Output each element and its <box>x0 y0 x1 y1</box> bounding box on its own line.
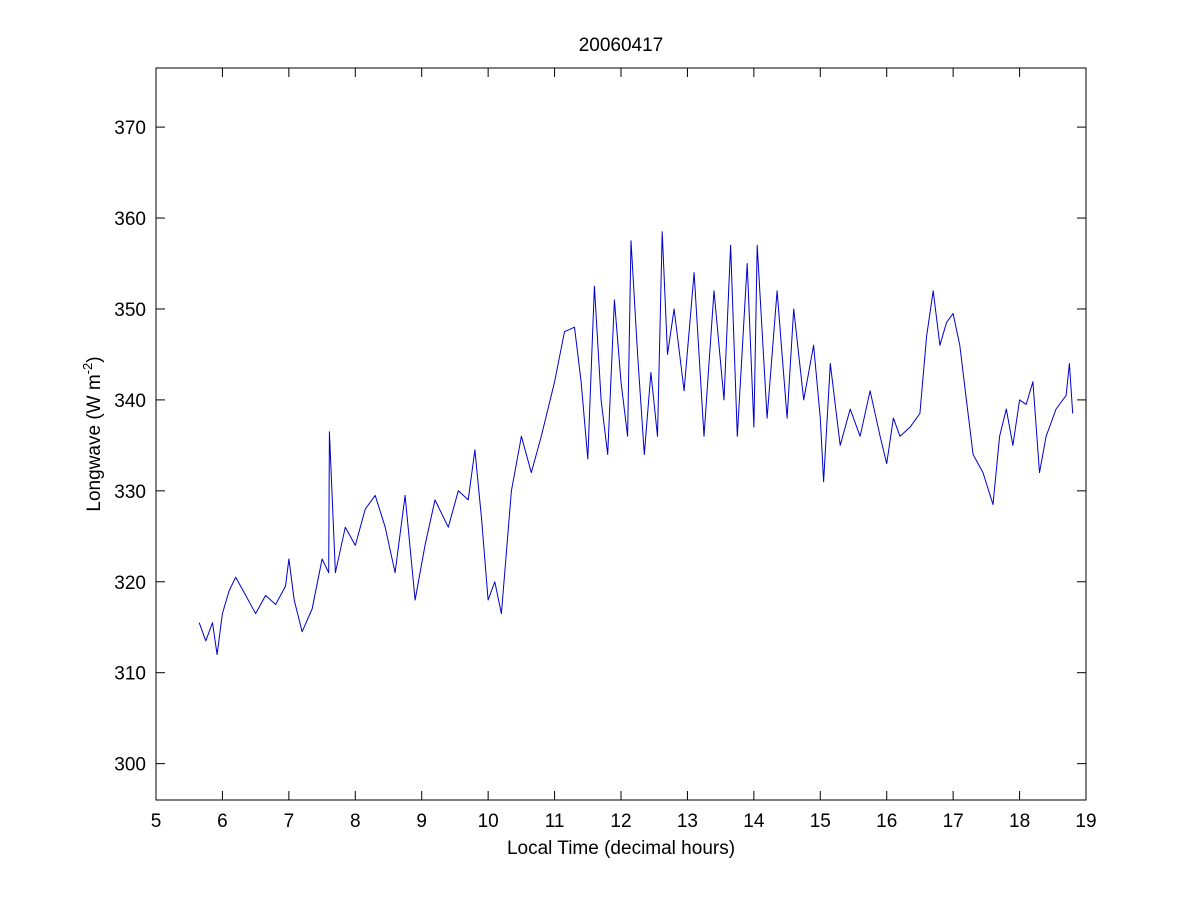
y-tick-label: 320 <box>114 573 146 594</box>
x-axis-label: Local Time (decimal hours) <box>507 838 735 859</box>
y-axis-label: Longwave (W m-2) <box>80 356 105 511</box>
y-tick-label: 300 <box>114 755 146 776</box>
y-axis-label-close: ) <box>84 356 105 362</box>
y-tick-label: 330 <box>114 482 146 503</box>
x-tick-label: 9 <box>416 811 427 832</box>
y-tick-label: 310 <box>114 664 146 685</box>
y-axis-label-main: Longwave (W m <box>84 374 105 511</box>
x-tick-label: 16 <box>876 811 897 832</box>
y-tick-label: 350 <box>114 300 146 321</box>
x-tick-label: 5 <box>151 811 162 832</box>
ticks-layer: 5 6 7 8 9 10 11 12 13 14 15 16 17 18 19 300 310 320 330 340… <box>114 68 1097 832</box>
x-tick-label: 13 <box>677 811 698 832</box>
y-axis-label-exponent: -2 <box>80 363 95 375</box>
y-tick-label: 340 <box>114 391 146 412</box>
x-tick-label: 14 <box>743 811 765 832</box>
chart-title: 20060417 <box>579 35 664 56</box>
y-tick-label: 370 <box>114 118 146 139</box>
x-tick-label: 17 <box>943 811 964 832</box>
x-tick-label: 19 <box>1075 811 1096 832</box>
plot-layer <box>198 231 1074 655</box>
y-tick-label: 360 <box>114 209 146 230</box>
series-line <box>198 231 1074 655</box>
x-tick-label: 8 <box>350 811 361 832</box>
x-tick-label: 12 <box>610 811 631 832</box>
x-tick-label: 10 <box>478 811 499 832</box>
x-tick-label: 7 <box>284 811 295 832</box>
x-tick-label: 11 <box>545 811 565 832</box>
x-tick-label: 15 <box>810 811 831 832</box>
x-tick-label: 6 <box>217 811 228 832</box>
x-tick-label: 18 <box>1009 811 1030 832</box>
